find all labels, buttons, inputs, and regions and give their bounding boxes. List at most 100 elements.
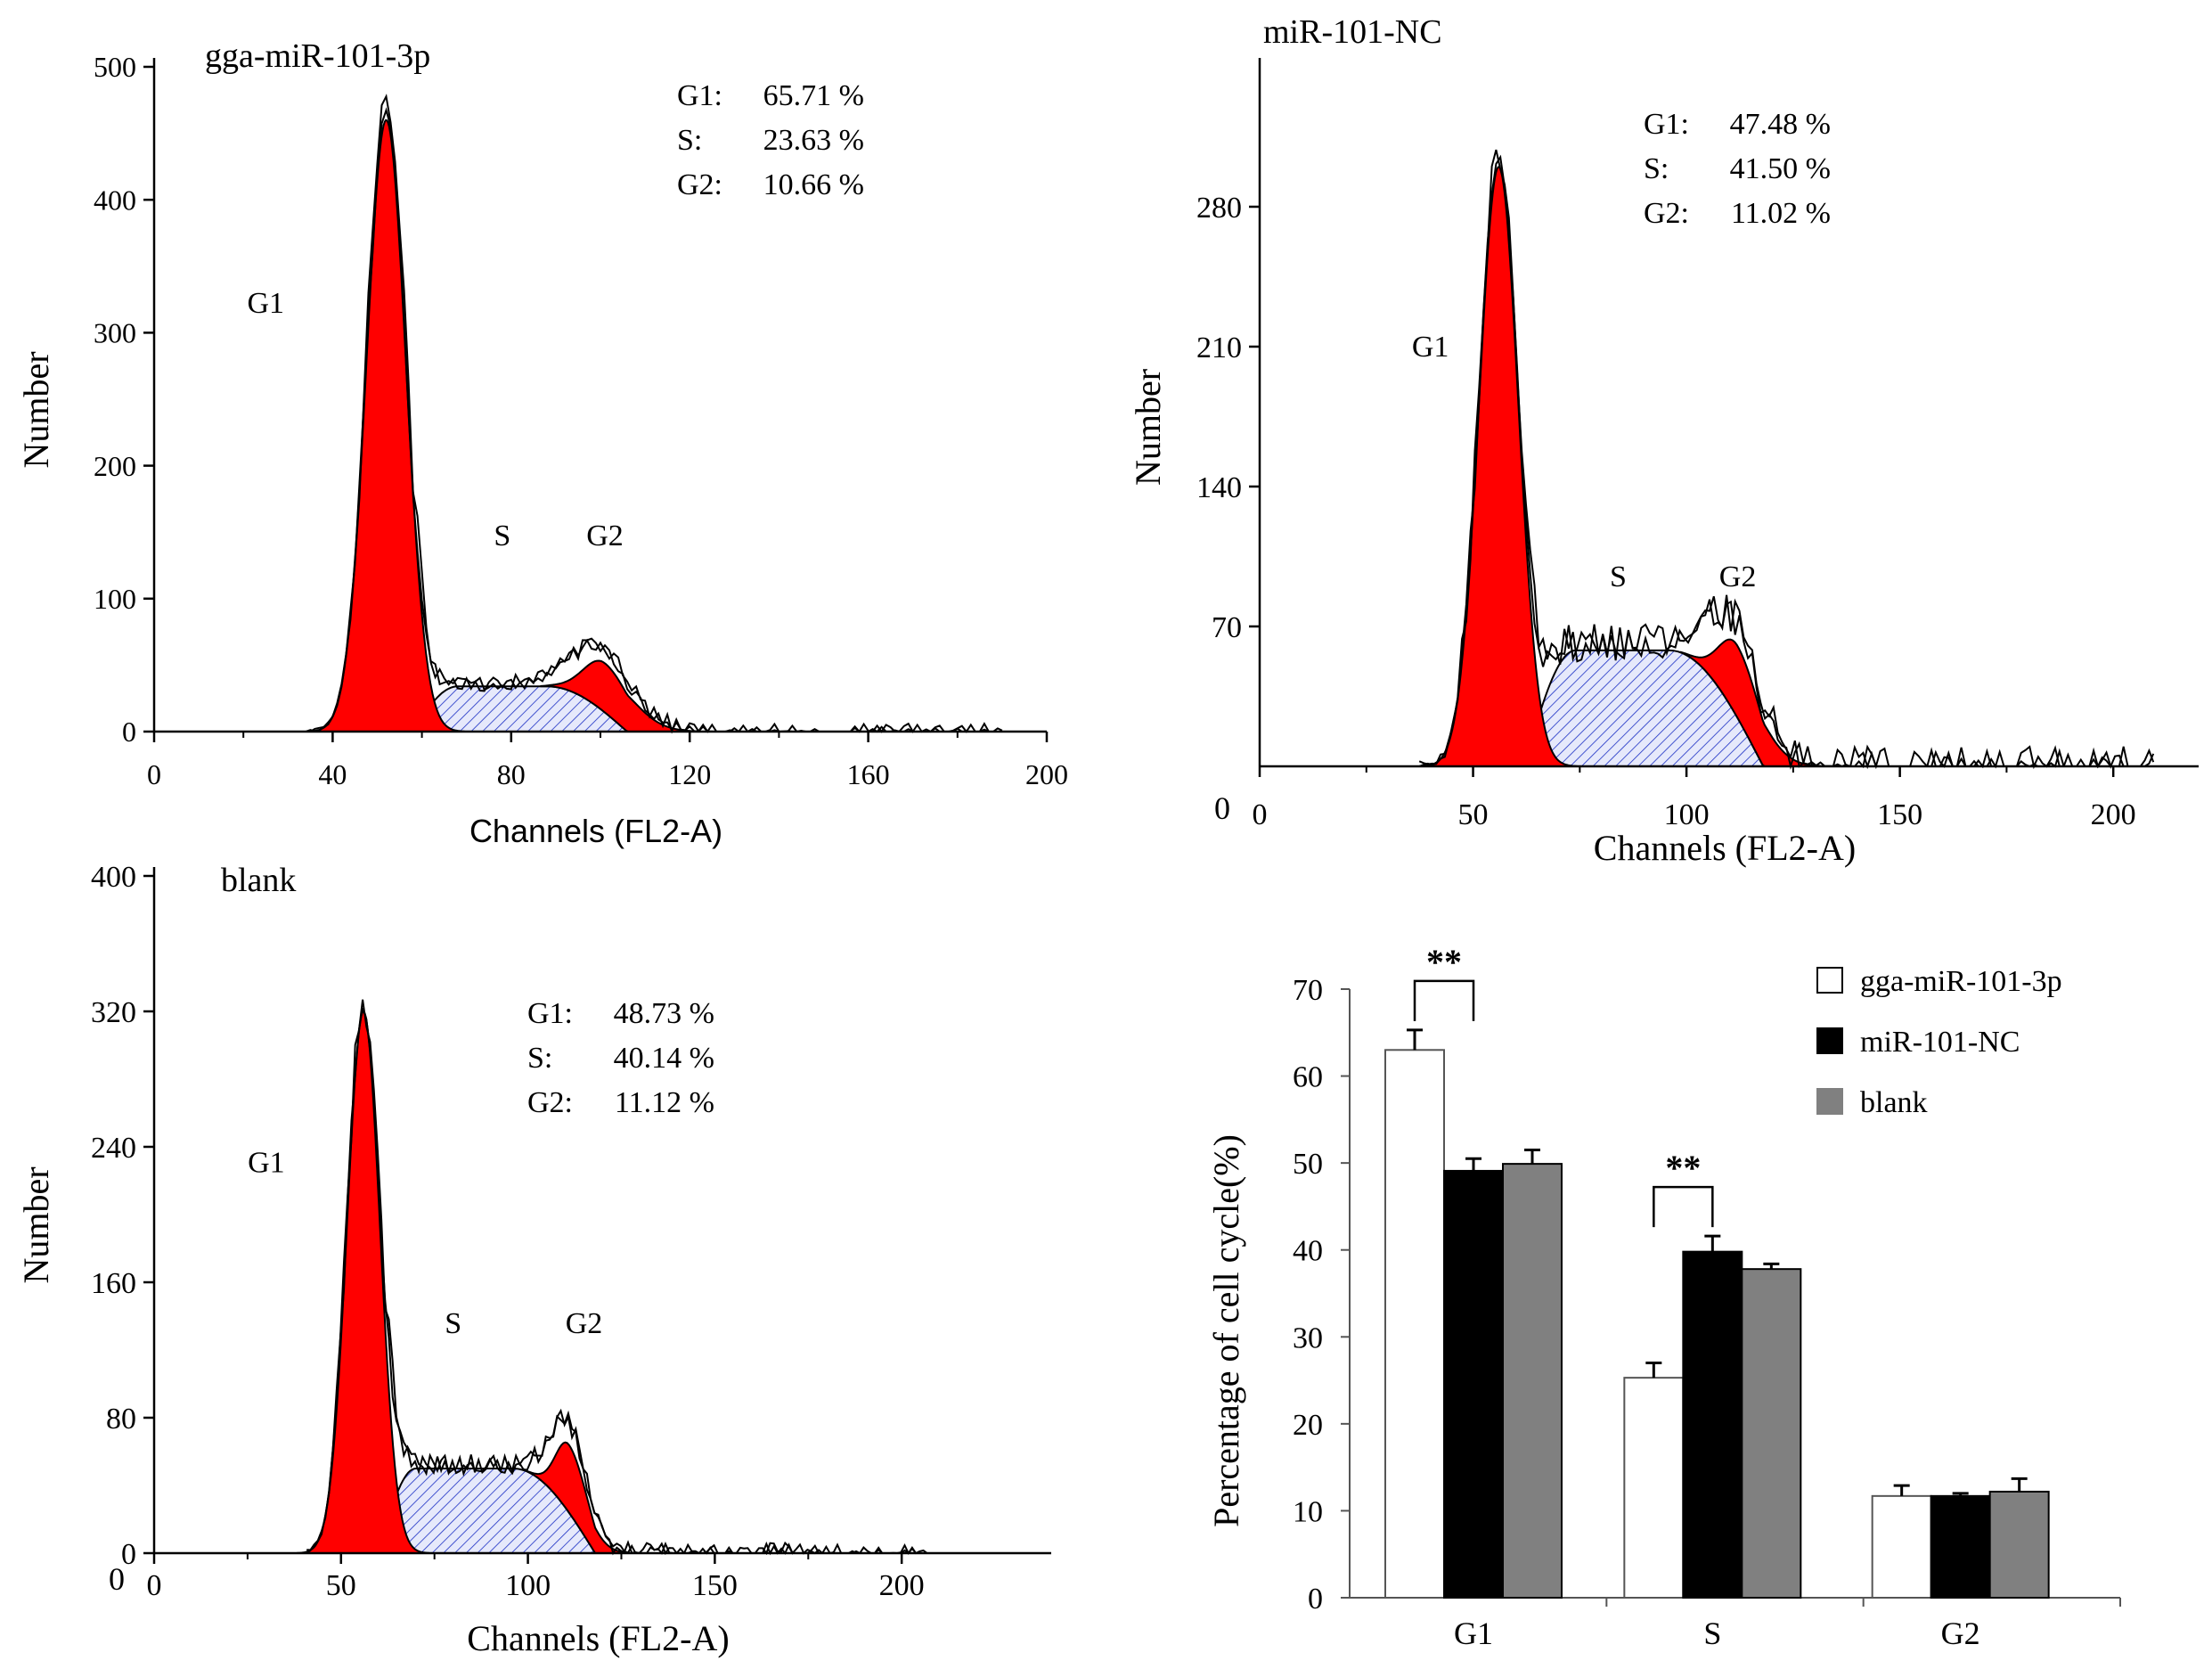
y-tick-label: 240 bbox=[91, 1132, 136, 1165]
y-tick-label: 10 bbox=[1293, 1495, 1323, 1528]
phase-label: S bbox=[1610, 560, 1627, 593]
legend-swatch bbox=[1816, 967, 1843, 994]
x-tick-label: 80 bbox=[497, 758, 526, 790]
stat-label: G1: bbox=[677, 79, 722, 112]
x-tick-label: 200 bbox=[2091, 798, 2136, 831]
y-tick-label: 70 bbox=[1293, 974, 1323, 1007]
significance-label: ** bbox=[1426, 942, 1462, 982]
histogram-panel-b: 70 140 210 280 0 50 100 150 200 0 miR-101-NC G1: 47.… bbox=[1128, 13, 2199, 868]
x-tick-label: 0 bbox=[147, 758, 161, 790]
significance-bracket bbox=[1413, 979, 1475, 1021]
y-tick-label: 160 bbox=[91, 1267, 136, 1300]
phase-label: G2 bbox=[586, 520, 624, 552]
histogram-trace bbox=[1418, 149, 2155, 770]
stat-label: S: bbox=[677, 124, 702, 157]
x-tick-label: 40 bbox=[318, 758, 347, 790]
x-tick-label: 0 bbox=[1253, 798, 1268, 831]
y-tick-label: 200 bbox=[94, 450, 136, 482]
stat-value: 47.48 % bbox=[1730, 108, 1831, 141]
x-axis-label: Channels (FL2-A) bbox=[467, 1618, 729, 1658]
stat-value: 65.71 % bbox=[763, 79, 864, 112]
panel-title: blank bbox=[221, 862, 296, 899]
y-tick-label: 40 bbox=[1293, 1235, 1323, 1268]
phase-label: G1 bbox=[247, 287, 284, 320]
legend-label: miR-101-NC bbox=[1860, 1026, 2020, 1059]
x-tick-label: 200 bbox=[1025, 758, 1068, 790]
stat-label: G1: bbox=[1644, 108, 1689, 141]
phase-label: S bbox=[445, 1307, 461, 1340]
x-tick-label: 120 bbox=[668, 758, 711, 790]
x-axis-label: Channels (FL2-A) bbox=[1594, 828, 1856, 868]
x-tick-label: 0 bbox=[147, 1569, 162, 1602]
bar-g2-0 bbox=[1871, 1494, 1932, 1599]
y-tick-label: 0 bbox=[1308, 1583, 1323, 1616]
histogram-panel-c: 0 80 160 240 320 400 0 50 100 150 200 0 blank G1: 48.7… bbox=[16, 861, 1051, 1658]
x-tick-label: 200 bbox=[879, 1569, 925, 1602]
y-tick-label: 280 bbox=[1196, 192, 1242, 225]
y-tick-label: 80 bbox=[106, 1403, 136, 1436]
stat-value: 11.12 % bbox=[615, 1086, 714, 1119]
x-axis-label: Channels (FL2-A) bbox=[469, 813, 722, 849]
x-tick-label: 100 bbox=[1664, 798, 1710, 831]
bar-s-0 bbox=[1623, 1377, 1685, 1599]
x-tick-label: 50 bbox=[326, 1569, 356, 1602]
category-label: G2 bbox=[1941, 1616, 1980, 1651]
y-tick-label: 0 bbox=[121, 1538, 136, 1571]
stat-value: 10.66 % bbox=[763, 168, 864, 201]
category-label: S bbox=[1703, 1616, 1721, 1651]
legend-swatch bbox=[1816, 1027, 1843, 1054]
y-tick-label: 60 bbox=[1293, 1061, 1323, 1094]
bar-g2-1 bbox=[1930, 1494, 1991, 1599]
bar-g2-2 bbox=[1988, 1490, 2050, 1599]
x-tick-label: 160 bbox=[847, 758, 890, 790]
y-tick-label: 400 bbox=[94, 184, 136, 216]
y-tick-label: 320 bbox=[91, 996, 136, 1029]
stat-label: G1: bbox=[527, 997, 573, 1030]
histogram-panel-a: 0 100 200 300 400 500 0 40 80 120 160 200 gga-miR-10… bbox=[16, 37, 1068, 849]
legend-label: gga-miR-101-3p bbox=[1860, 965, 2062, 998]
bar-s-2 bbox=[1741, 1268, 1802, 1599]
y-axis-label: Number bbox=[1128, 369, 1168, 486]
legend-label: blank bbox=[1860, 1086, 1928, 1119]
histogram-trace bbox=[305, 107, 1002, 734]
y-tick-label: 140 bbox=[1196, 471, 1242, 504]
origin-label: 0 bbox=[109, 1561, 125, 1597]
y-tick-label: 500 bbox=[94, 51, 136, 83]
stat-value: 48.73 % bbox=[614, 997, 714, 1030]
origin-label: 0 bbox=[1214, 790, 1230, 826]
phase-label: G2 bbox=[1719, 560, 1757, 593]
stat-label: S: bbox=[1644, 152, 1669, 185]
bar-chart-panel-d: 0 10 20 30 40 50 60 70 G1 S G2 ** ** gga-miR-101-3p mi… bbox=[1206, 942, 2121, 1651]
stat-value: 23.63 % bbox=[763, 124, 864, 157]
stat-value: 41.50 % bbox=[1730, 152, 1831, 185]
y-tick-label: 400 bbox=[91, 861, 136, 894]
x-tick-label: 150 bbox=[692, 1569, 738, 1602]
phase-label: G1 bbox=[1412, 331, 1449, 364]
bar-g1-0 bbox=[1384, 1049, 1445, 1599]
stat-value: 11.02 % bbox=[1731, 197, 1831, 230]
y-tick-label: 50 bbox=[1293, 1148, 1323, 1181]
y-axis-label: Number bbox=[16, 351, 56, 468]
y-tick-label: 100 bbox=[94, 583, 136, 615]
phase-label: G2 bbox=[566, 1307, 603, 1340]
stat-label: S: bbox=[527, 1042, 552, 1075]
stat-label: G2: bbox=[677, 168, 722, 201]
y-tick-label: 20 bbox=[1293, 1409, 1323, 1442]
stat-label: G2: bbox=[527, 1086, 573, 1119]
g1-phase-area bbox=[306, 119, 465, 732]
y-tick-label: 210 bbox=[1196, 331, 1242, 364]
stat-label: G2: bbox=[1644, 197, 1689, 230]
x-tick-label: 50 bbox=[1458, 798, 1489, 831]
y-axis-label: Number bbox=[16, 1166, 56, 1283]
significance-label: ** bbox=[1665, 1148, 1701, 1188]
significance-bracket bbox=[1653, 1185, 1714, 1228]
y-tick-label: 70 bbox=[1212, 611, 1242, 644]
legend-swatch bbox=[1816, 1088, 1843, 1115]
bar-g1-2 bbox=[1502, 1163, 1563, 1599]
x-tick-label: 100 bbox=[505, 1569, 551, 1602]
bar-g1-1 bbox=[1443, 1169, 1504, 1599]
category-label: G1 bbox=[1454, 1616, 1493, 1651]
panel-title: gga-miR-101-3p bbox=[205, 37, 430, 75]
bar-s-1 bbox=[1682, 1250, 1743, 1599]
